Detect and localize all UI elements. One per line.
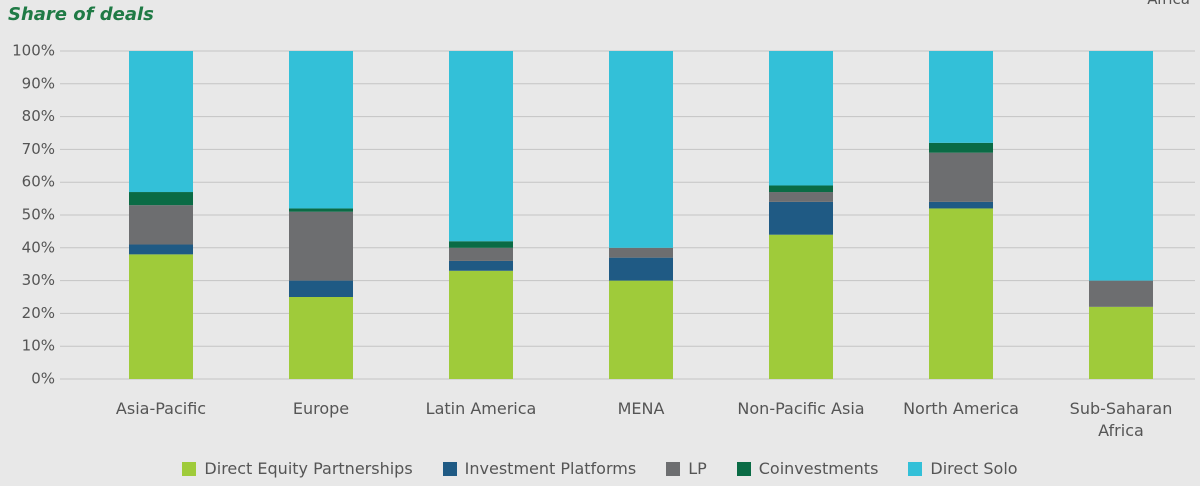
y-tick-label: 100% <box>12 42 55 60</box>
chart-title: Share of deals <box>8 4 154 25</box>
legend-swatch <box>736 461 751 476</box>
bar-segment <box>289 208 353 212</box>
bar-segment <box>929 142 993 153</box>
bar-segment <box>609 51 673 248</box>
legend-item: LP <box>666 459 707 478</box>
bar-segment <box>449 247 513 261</box>
y-tick-label: 40% <box>22 238 55 256</box>
x-tick-label: Europe <box>292 399 350 418</box>
bar-segment <box>769 192 833 202</box>
x-tick-label: Asia-Pacific <box>115 399 207 418</box>
bar-segment <box>609 280 673 379</box>
y-tick-label: 90% <box>22 74 55 92</box>
bar-segment <box>609 257 673 281</box>
x-tick-label: Non-Pacific Asia <box>737 399 865 418</box>
bar-segment <box>929 208 993 379</box>
x-tick-label: Latin America <box>425 399 537 418</box>
legend-item: Direct Equity Partnerships <box>182 459 413 478</box>
bar-segment <box>769 185 833 193</box>
legend: Direct Equity Partnerships Investment Pla… <box>0 459 1200 478</box>
legend-label: Coinvestments <box>758 459 879 478</box>
y-tick-label: 30% <box>22 271 55 289</box>
bar-segment <box>929 201 993 209</box>
bar-segment <box>1089 280 1153 307</box>
bar-segment <box>929 152 993 202</box>
y-tick-label: 70% <box>22 140 55 158</box>
legend-swatch <box>182 461 197 476</box>
legend-swatch <box>908 461 923 476</box>
bar-segment <box>449 241 513 248</box>
y-tick-label: 0% <box>31 370 55 388</box>
bar-segment <box>929 51 993 143</box>
bar-segment <box>129 254 193 379</box>
legend-item: Investment Platforms <box>442 459 637 478</box>
legend-label: Investment Platforms <box>464 459 637 478</box>
legend-swatch <box>442 461 457 476</box>
bar-segment <box>129 51 193 193</box>
y-tick-label: 60% <box>22 173 55 191</box>
legend-label: Direct Equity Partnerships <box>204 459 413 478</box>
legend-swatch <box>666 461 681 476</box>
y-tick-label: 50% <box>22 206 55 224</box>
bar-segment <box>289 280 353 297</box>
x-tick-label: Sub-Saharan Africa <box>1069 399 1173 440</box>
bar-segment <box>289 211 353 281</box>
y-tick-label: 80% <box>22 107 55 125</box>
legend-item: Coinvestments <box>736 459 879 478</box>
legend-label: Direct Solo <box>930 459 1018 478</box>
x-tick-label: North America <box>903 399 1019 418</box>
bar-segment <box>1089 306 1153 379</box>
y-tick-label: 20% <box>22 304 55 322</box>
bar-segment <box>129 244 193 255</box>
bar-segment <box>1089 51 1153 281</box>
bar-segment <box>449 260 513 271</box>
bar-segment <box>449 270 513 379</box>
bar-segment <box>289 51 353 209</box>
y-tick-label: 10% <box>22 337 55 355</box>
bar-segment <box>129 192 193 206</box>
x-tick-label: MENA <box>617 399 665 418</box>
bar-segment <box>769 234 833 379</box>
bar-segment <box>289 297 353 379</box>
bar-segment <box>769 51 833 186</box>
bar-segment <box>769 201 833 235</box>
bar-segment <box>129 205 193 245</box>
annotation: Africa <box>1147 0 1190 8</box>
bar-segment <box>609 247 673 258</box>
bar-segment <box>449 51 513 242</box>
legend-item: Direct Solo <box>908 459 1018 478</box>
legend-label: LP <box>688 459 707 478</box>
